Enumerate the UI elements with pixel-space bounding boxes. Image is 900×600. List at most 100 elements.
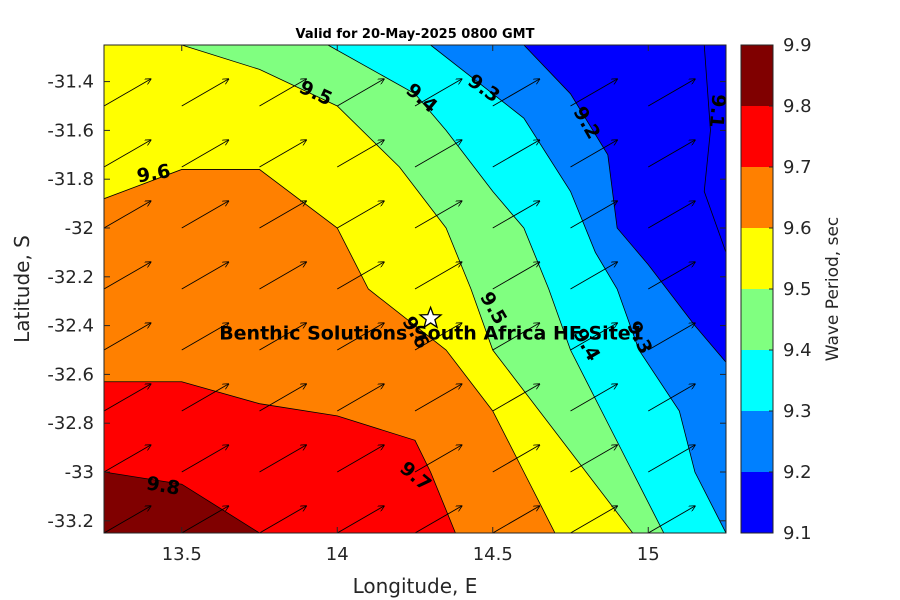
direction-arrow <box>259 262 307 290</box>
direction-arrow <box>414 445 462 473</box>
y-tick-label: -31.6 <box>47 120 94 141</box>
colorbar-segment <box>741 289 773 350</box>
colorbar-tick-label: 9.8 <box>783 96 812 117</box>
y-tick-label: -32.6 <box>47 364 94 385</box>
colorbar-tick-label: 9.5 <box>783 279 812 300</box>
direction-arrow <box>259 506 307 533</box>
direction-arrow <box>104 201 151 229</box>
colorbar: 9.1 9.2 9.3 9.4 9.5 9.6 9.7 9.8 9.9 <box>740 35 812 544</box>
y-tick-label: -33 <box>65 462 94 483</box>
direction-arrow <box>181 323 229 351</box>
site-label: Benthic Solutions South Africa HF Site1 <box>219 322 644 344</box>
direction-arrow <box>259 140 307 168</box>
direction-arrow <box>337 262 384 290</box>
x-axis-ticks: 13.5 14 14.5 15 <box>162 45 660 565</box>
direction-arrow <box>414 79 462 107</box>
direction-arrow <box>492 323 540 351</box>
direction-arrow <box>492 262 540 290</box>
x-tick-label: 14 <box>326 544 349 565</box>
direction-arrow <box>181 445 229 473</box>
direction-arrow <box>414 262 462 290</box>
colorbar-tick-label: 9.7 <box>783 157 812 178</box>
colorbar-segment <box>741 411 773 472</box>
direction-arrow <box>648 323 695 351</box>
plot-area: 9.8 9.79.69.69.59.59.49.49.39.39.2 9.1 Ben… <box>103 44 730 534</box>
direction-arrow <box>648 445 695 473</box>
direction-arrow <box>492 140 540 168</box>
direction-arrow <box>337 445 384 473</box>
direction-arrow <box>337 323 384 351</box>
direction-arrow <box>259 201 307 229</box>
x-axis-label: Longitude, E <box>353 574 478 598</box>
y-axis-ticks: -31.4 -31.6 -31.8 -32 -32.2 -32.4 -32.6 -32.8 -3… <box>47 72 726 532</box>
direction-arrow <box>648 506 695 533</box>
direction-arrow <box>570 445 618 473</box>
direction-arrow <box>259 445 307 473</box>
direction-arrow <box>259 323 307 351</box>
y-tick-label: -32.4 <box>47 316 94 337</box>
direction-arrow <box>181 262 229 290</box>
direction-arrow <box>648 384 695 412</box>
colorbar-segment <box>741 106 773 167</box>
colorbar-tick-label: 9.4 <box>783 340 812 361</box>
direction-arrow <box>492 201 540 229</box>
direction-arrow <box>648 262 695 290</box>
direction-arrow <box>337 201 384 229</box>
colorbar-tick-label: 9.1 <box>783 523 812 544</box>
direction-arrow <box>104 79 151 107</box>
colorbar-segment <box>741 350 773 411</box>
contour-line-9.5 <box>181 45 634 533</box>
direction-arrow <box>259 79 307 107</box>
fill-band-9.8 <box>104 472 260 533</box>
contour-line-9.7 <box>104 381 456 533</box>
direction-arrow <box>181 79 229 107</box>
direction-arrow <box>648 140 695 168</box>
colorbar-segment <box>741 472 773 533</box>
colorbar-label: Wave Period, sec <box>823 217 843 362</box>
direction-arrow <box>414 384 462 412</box>
colorbar-tick-label: 9.3 <box>783 401 812 422</box>
site-marker-group: Benthic Solutions South Africa HF Site1 <box>219 305 644 344</box>
direction-arrow <box>181 201 229 229</box>
y-tick-label: -31.8 <box>47 169 94 190</box>
y-axis-label: Latitude, S <box>10 235 34 343</box>
direction-arrow <box>648 201 695 229</box>
direction-arrow <box>104 140 151 168</box>
direction-arrow <box>414 140 462 168</box>
y-tick-label: -32.8 <box>47 413 94 434</box>
direction-arrow <box>104 262 151 290</box>
direction-arrow <box>104 323 151 351</box>
direction-arrow <box>570 506 618 533</box>
direction-arrow <box>492 445 540 473</box>
colorbar-tick-label: 9.2 <box>783 462 812 483</box>
direction-arrow <box>414 506 462 533</box>
y-tick-label: -33.2 <box>47 511 94 532</box>
x-tick-label: 15 <box>637 544 660 565</box>
direction-arrow <box>337 384 384 412</box>
direction-arrow <box>570 384 618 412</box>
direction-arrow <box>570 79 618 107</box>
direction-arrow <box>570 201 618 229</box>
direction-arrow <box>181 140 229 168</box>
direction-arrow <box>104 384 151 412</box>
y-tick-label: -32.2 <box>47 267 94 288</box>
direction-arrow <box>570 323 618 351</box>
direction-arrow <box>492 506 540 533</box>
chart-title: Valid for 20-May-2025 0800 GMT <box>296 27 535 42</box>
direction-arrow <box>104 506 151 533</box>
direction-arrow <box>337 506 384 533</box>
direction-arrow <box>181 506 229 533</box>
direction-arrow <box>570 140 618 168</box>
contour-line-9.1 <box>703 45 726 253</box>
x-tick-label: 13.5 <box>162 544 202 565</box>
contour-line-9.8 <box>104 471 260 533</box>
direction-arrow <box>337 140 384 168</box>
contour-line-9.3 <box>430 45 726 533</box>
contour-label: 9.1 <box>705 93 730 128</box>
direction-arrow <box>414 201 462 229</box>
colorbar-segment <box>741 167 773 228</box>
direction-arrow <box>337 79 384 107</box>
direction-arrow <box>259 384 307 412</box>
y-tick-label: -31.4 <box>47 72 94 93</box>
